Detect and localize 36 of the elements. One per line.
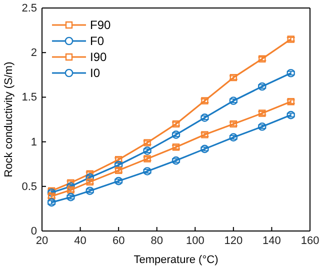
point xyxy=(258,82,266,91)
y-tick-label: 1 xyxy=(30,136,37,148)
x-tick-label: 40 xyxy=(74,234,86,247)
legend-label: F90 xyxy=(90,18,112,32)
x-tick-label: 20 xyxy=(36,234,48,247)
point xyxy=(258,122,266,131)
point xyxy=(172,130,180,139)
point xyxy=(47,198,56,207)
y-tick-label: 0 xyxy=(30,226,37,238)
x-axis-title: Temperature (°C) xyxy=(134,254,218,266)
y-tick-label: 1.5 xyxy=(22,92,37,104)
point xyxy=(66,182,75,191)
y-tick-label: 2 xyxy=(30,47,37,60)
point xyxy=(200,114,209,122)
point xyxy=(86,186,94,196)
point xyxy=(114,176,123,186)
point xyxy=(229,133,238,142)
y-tick-label: 0.5 xyxy=(22,180,37,193)
x-tick-label: 60 xyxy=(112,234,125,247)
x-tick-label: 80 xyxy=(150,234,163,247)
x-tick-label: 120 xyxy=(224,234,243,247)
point xyxy=(286,110,296,120)
y-tick-label: 2.5 xyxy=(22,2,37,15)
x-tick-label: 160 xyxy=(300,234,320,247)
point xyxy=(66,192,75,202)
y-axis-title: Rock conductivity (S/m) xyxy=(3,62,15,178)
legend-label: I0 xyxy=(90,66,100,80)
x-tick-label: 140 xyxy=(262,234,281,247)
legend-label: I90 xyxy=(90,50,108,64)
legend-label: F0 xyxy=(90,34,104,48)
point xyxy=(47,188,56,197)
point xyxy=(172,156,180,165)
point xyxy=(86,173,94,182)
point xyxy=(200,144,209,154)
point xyxy=(286,68,296,78)
x-tick-label: 100 xyxy=(186,234,204,247)
